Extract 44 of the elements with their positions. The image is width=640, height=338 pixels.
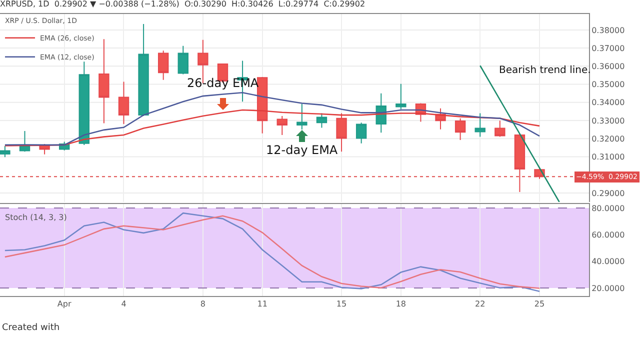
candlestick bbox=[356, 122, 367, 144]
candlestick bbox=[474, 112, 486, 138]
y-tick-label: 0.33000 bbox=[592, 116, 625, 126]
x-tick-label: 15 bbox=[336, 300, 347, 309]
x-tick-label: 22 bbox=[475, 300, 486, 309]
candlestick bbox=[276, 115, 288, 136]
y-tick-label: 0.37000 bbox=[592, 44, 625, 53]
y-tick-label: 0.36000 bbox=[592, 62, 625, 71]
y-tick-label: 0.35000 bbox=[592, 80, 625, 90]
x-tick-label: 8 bbox=[200, 300, 206, 309]
line-series bbox=[4, 109, 540, 146]
candlestick bbox=[118, 81, 130, 124]
candlestick bbox=[78, 61, 90, 146]
candlestick bbox=[178, 45, 188, 75]
y-tick-label: 40.0000 bbox=[592, 257, 625, 266]
candlestick bbox=[98, 38, 110, 124]
text: Stoch (14, 3, 3) bbox=[5, 213, 67, 222]
x-tick-label: Apr bbox=[57, 300, 72, 309]
candlestick bbox=[256, 76, 268, 134]
candlestick bbox=[454, 118, 466, 141]
y-tick-label: 0.31000 bbox=[592, 152, 625, 162]
x-tick-label: 11 bbox=[257, 300, 268, 309]
chart-title: XRPUSD, 1D 0.29902 ▼ −0.00388 (−1.28%) O:0.30290 H:0.30426 L:0.29774 C:0.29902 bbox=[0, 0, 366, 9]
annotation: Bearish trend line. bbox=[499, 65, 591, 76]
y-tick-label: 0.32000 bbox=[592, 134, 625, 144]
x-tick-label: 25 bbox=[534, 300, 545, 309]
candlestick bbox=[336, 112, 347, 152]
y-tick-label: 0.34000 bbox=[592, 98, 625, 108]
y-tick-label: 60.0000 bbox=[592, 230, 625, 240]
candlestick bbox=[0, 146, 10, 158]
annotation: 12-day EMA bbox=[266, 143, 338, 157]
y-tick-label: 0.38000 bbox=[592, 26, 625, 35]
x-tick-label: 4 bbox=[121, 300, 126, 309]
text: Created with bbox=[2, 323, 60, 333]
x-tick-label: 18 bbox=[396, 300, 406, 309]
candlestick bbox=[316, 112, 328, 128]
candlestick bbox=[138, 23, 149, 116]
line-series bbox=[4, 92, 540, 146]
candlestick bbox=[158, 50, 169, 80]
y-tick-label: 80.0000 bbox=[592, 204, 625, 213]
y-tick-label: 20.0000 bbox=[592, 284, 625, 293]
candlestick bbox=[494, 120, 506, 138]
candlestick bbox=[396, 83, 406, 110]
y-tick-label: 0.29000 bbox=[592, 188, 625, 198]
